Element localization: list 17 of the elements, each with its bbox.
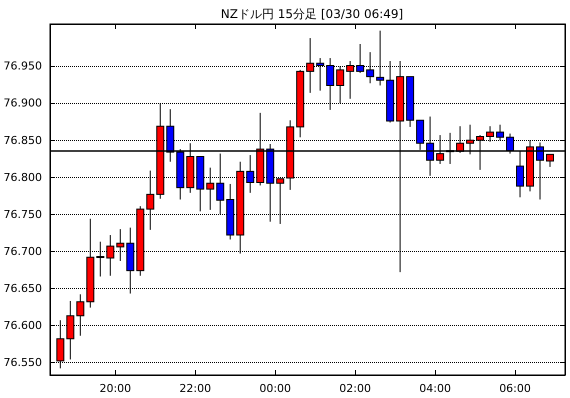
x-tick-label: 20:00 [99, 382, 132, 395]
y-tick-label: 76.900 [4, 96, 42, 110]
chart-title: NZドル円 15分足 [03/30 06:49] [220, 7, 404, 21]
y-tick-label: 76.850 [4, 134, 42, 147]
x-tick-label: 02:00 [339, 382, 371, 395]
x-tick-label: 00:00 [259, 382, 292, 395]
y-tick-label: 76.700 [4, 244, 42, 258]
x-tick-label: 22:00 [179, 382, 212, 395]
y-tick-label: 76.800 [4, 170, 42, 184]
y-tick-label: 76.950 [4, 60, 42, 73]
y-tick-label: 76.650 [4, 282, 42, 295]
y-tick-label: 76.750 [4, 208, 42, 221]
x-tick-label: 04:00 [419, 382, 451, 395]
y-tick-label: 76.550 [4, 356, 42, 369]
candlestick [546, 154, 554, 168]
x-tick-label: 06:00 [499, 382, 531, 395]
y-tick-label: 76.600 [4, 318, 42, 332]
